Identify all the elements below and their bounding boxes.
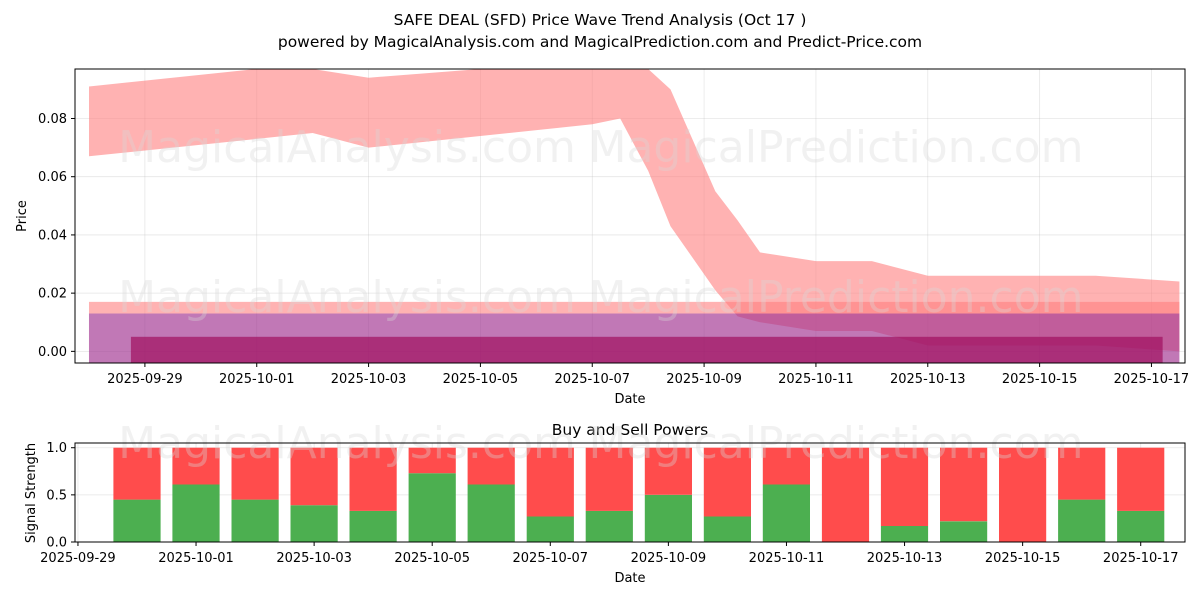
- price-chart-frame: [74, 68, 1186, 364]
- signal-chart-xlabel: Date: [614, 571, 645, 586]
- signal-xtick-label-8: 2025-10-15: [985, 551, 1061, 566]
- signal-xtick-label-2: 2025-10-03: [276, 551, 352, 566]
- buy-bar: [940, 521, 988, 542]
- buy-bar: [703, 516, 751, 542]
- sell-bar: [172, 447, 220, 485]
- sell-bar: [703, 447, 751, 517]
- sell-bar: [467, 447, 515, 485]
- signal-chart-frame: [74, 442, 1186, 543]
- buy-bar: [172, 484, 220, 542]
- price-wave-band: [89, 69, 1180, 352]
- price-ytick-label-1: 0.02: [38, 287, 67, 302]
- price-horizontal-band-3: [130, 336, 1163, 363]
- price-xtick-label-2: 2025-10-03: [331, 372, 407, 387]
- signal-xtick-label-6: 2025-10-11: [749, 551, 825, 566]
- watermark-top-right-1: MagicalPrediction.com: [589, 122, 1084, 173]
- price-chart-ylabel: Price: [15, 200, 30, 232]
- signal-xtick-label-4: 2025-10-07: [513, 551, 589, 566]
- watermark-top-right-2: MagicalPrediction.com: [589, 272, 1084, 323]
- buy-bar: [585, 510, 633, 542]
- sell-bar: [408, 447, 456, 474]
- chart-title: SAFE DEAL (SFD) Price Wave Trend Analysi…: [394, 11, 807, 29]
- price-xtick-label-7: 2025-10-13: [890, 372, 966, 387]
- sell-bar: [880, 447, 929, 526]
- signal-xtick-label-5: 2025-10-09: [631, 551, 707, 566]
- price-chart-plot: [88, 69, 1180, 363]
- sell-bar: [231, 447, 279, 500]
- chart-subtitle: powered by MagicalAnalysis.com and Magic…: [278, 33, 922, 51]
- signal-chart-plot: [113, 447, 1165, 542]
- price-chart-axes: 2025-09-29 2025-10-01 2025-10-03 2025-10-05…: [38, 112, 1189, 387]
- watermark-top-left-2: MagicalAnalysis.com: [118, 272, 576, 323]
- signal-chart-title: Buy and Sell Powers: [552, 421, 709, 439]
- sell-bar: [821, 447, 870, 542]
- price-xtick-label-9: 2025-10-17: [1114, 372, 1190, 387]
- price-xtick-label-6: 2025-10-11: [778, 372, 854, 387]
- sell-bar: [585, 447, 633, 511]
- buy-bar: [467, 484, 515, 542]
- sell-bar: [349, 447, 397, 511]
- price-chart-watermarks: MagicalAnalysis.com MagicalPrediction.co…: [118, 122, 1083, 323]
- price-xtick-label-5: 2025-10-09: [666, 372, 742, 387]
- buy-bar: [113, 499, 161, 542]
- buy-bar: [880, 526, 929, 542]
- price-xtick-label-4: 2025-10-07: [554, 372, 630, 387]
- sell-bar: [999, 447, 1047, 542]
- watermark-top-left-1: MagicalAnalysis.com: [118, 122, 576, 173]
- price-xtick-label-8: 2025-10-15: [1002, 372, 1078, 387]
- signal-ytick-label-2: 1.0: [46, 441, 67, 456]
- signal-xtick-label-7: 2025-10-13: [867, 551, 943, 566]
- buy-bar: [1117, 510, 1165, 542]
- signal-ytick-label-1: 0.5: [46, 488, 67, 503]
- buy-bar: [762, 484, 810, 542]
- price-horizontal-band-1: [88, 301, 1180, 314]
- buy-bar: [408, 473, 456, 542]
- sell-bar: [526, 447, 574, 517]
- signal-chart-axes: 2025-09-29 2025-10-01 2025-10-03 2025-10-05…: [40, 441, 1178, 566]
- signal-xtick-label-9: 2025-10-17: [1103, 551, 1179, 566]
- sell-bar: [762, 447, 810, 485]
- buy-bar: [231, 499, 279, 542]
- buy-bar: [526, 516, 574, 542]
- sell-bar: [1058, 447, 1106, 500]
- price-ytick-label-3: 0.06: [38, 170, 67, 185]
- price-ytick-label-4: 0.08: [38, 112, 67, 127]
- sell-bar: [940, 447, 988, 522]
- sell-bar: [1117, 447, 1165, 511]
- price-ytick-label-0: 0.00: [38, 345, 67, 360]
- price-ytick-label-2: 0.04: [38, 228, 67, 243]
- price-xtick-label-0: 2025-09-29: [107, 372, 183, 387]
- sell-bar: [290, 447, 338, 506]
- sell-bar: [644, 447, 692, 495]
- signal-ytick-label-0: 0.0: [46, 536, 67, 551]
- buy-bar: [349, 510, 397, 542]
- price-xtick-label-3: 2025-10-05: [443, 372, 519, 387]
- buy-bar: [644, 494, 692, 542]
- signal-xtick-label-0: 2025-09-29: [40, 551, 116, 566]
- buy-bar: [290, 505, 338, 542]
- signal-xtick-label-3: 2025-10-05: [394, 551, 470, 566]
- price-chart-xlabel: Date: [614, 392, 645, 407]
- buy-bar: [1058, 499, 1106, 542]
- sell-bar: [113, 447, 161, 500]
- price-xtick-label-1: 2025-10-01: [219, 372, 295, 387]
- signal-xtick-label-1: 2025-10-01: [158, 551, 234, 566]
- signal-chart-ylabel: Signal Strength: [24, 443, 39, 543]
